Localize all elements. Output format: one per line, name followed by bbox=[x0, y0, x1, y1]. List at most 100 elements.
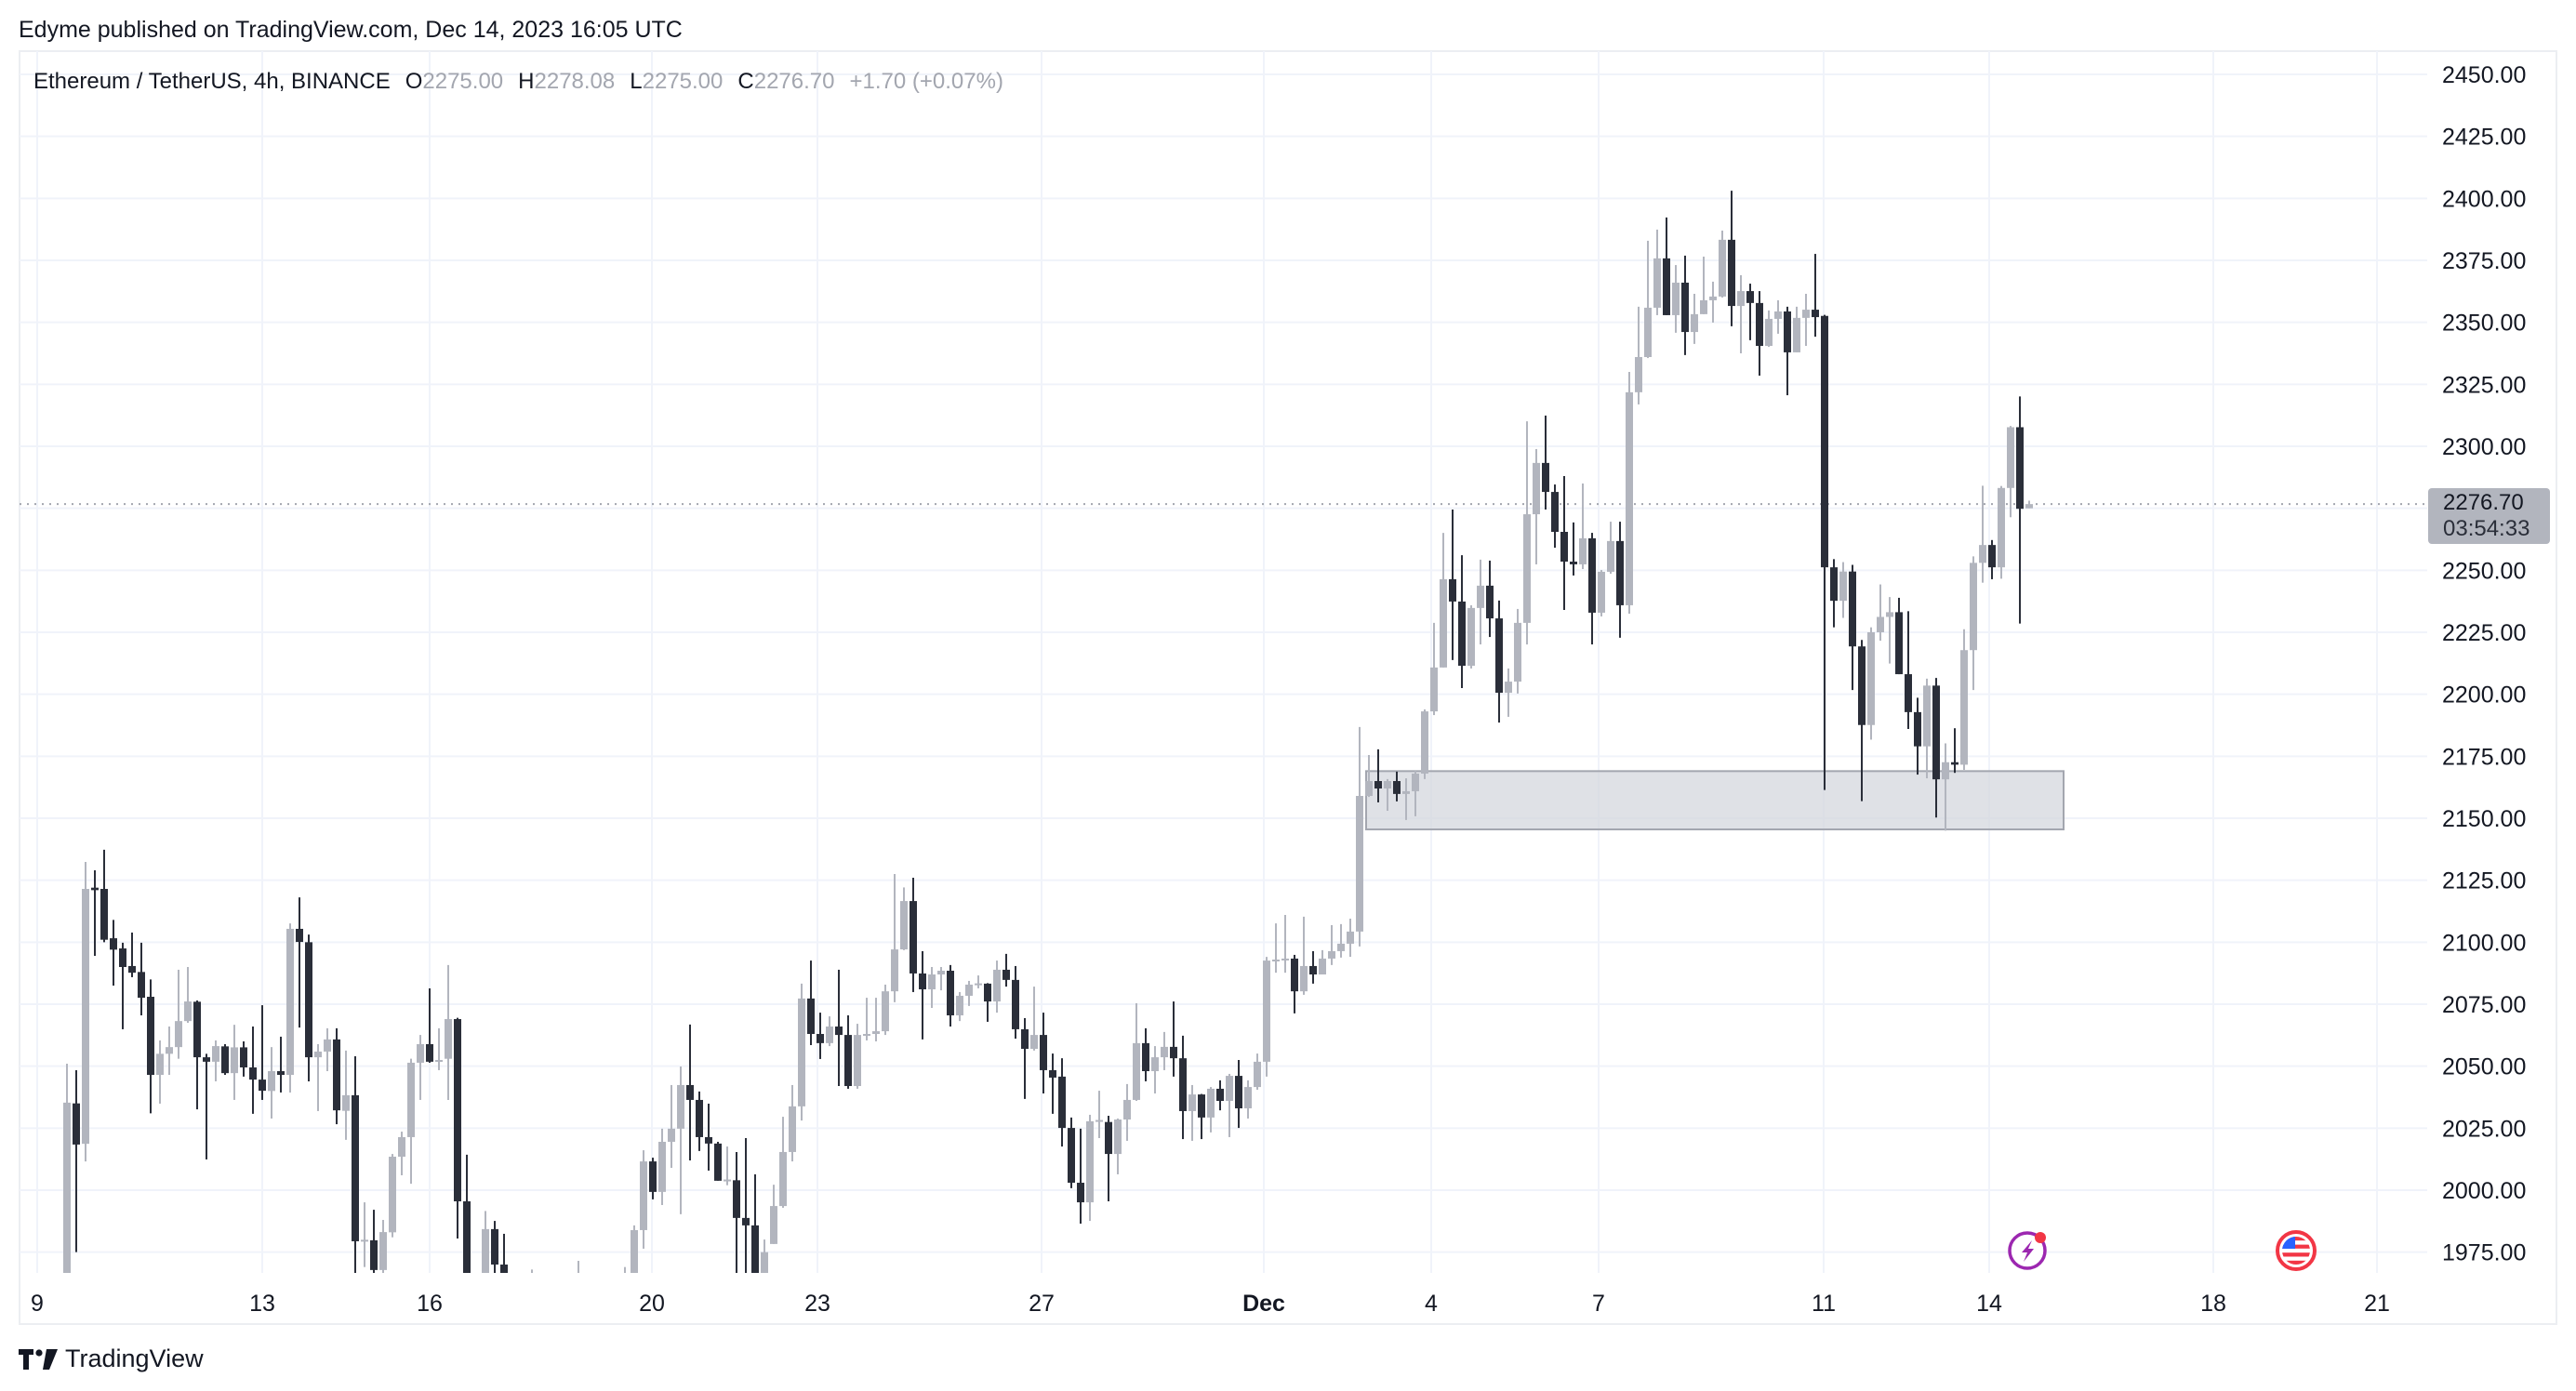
change-value: +1.70 (+0.07%) bbox=[849, 69, 1003, 94]
candle bbox=[212, 1040, 219, 1081]
price-tick-label: 2350.00 bbox=[2442, 311, 2526, 337]
candle bbox=[761, 1239, 768, 1273]
candle bbox=[1226, 1073, 1233, 1137]
demand-zone-rectangle[interactable] bbox=[1365, 770, 2065, 831]
candle bbox=[1514, 608, 1521, 694]
low-label: L bbox=[630, 69, 643, 94]
candle bbox=[1960, 629, 1968, 771]
us-flag-icon[interactable] bbox=[2276, 1230, 2317, 1271]
candle bbox=[1588, 533, 1596, 645]
candle bbox=[426, 987, 433, 1063]
time-tick-label: 13 bbox=[249, 1291, 275, 1317]
close-label: C bbox=[737, 69, 754, 94]
candle bbox=[1374, 748, 1382, 802]
chart-frame bbox=[19, 50, 2557, 1325]
candle bbox=[910, 878, 917, 992]
candle bbox=[175, 969, 182, 1059]
candle bbox=[1198, 1093, 1205, 1140]
price-tick-label: 2200.00 bbox=[2442, 682, 2526, 709]
candle bbox=[1495, 600, 1503, 723]
candle bbox=[1505, 668, 1512, 717]
candle bbox=[472, 1284, 480, 1326]
time-axis[interactable]: 9 13 16 20 23 27 Dec 4 7 11 14 18 21 bbox=[31, 1291, 2390, 1317]
candle bbox=[1970, 556, 1977, 691]
candle bbox=[578, 1261, 579, 1273]
price-tick-label: 2125.00 bbox=[2442, 868, 2526, 894]
event-markers[interactable] bbox=[2008, 1230, 2317, 1271]
candle bbox=[1635, 306, 1642, 404]
candle bbox=[1216, 1080, 1224, 1111]
price-tick-label: 2175.00 bbox=[2442, 744, 2526, 770]
candle bbox=[463, 1154, 471, 1273]
tradingview-footer[interactable]: TradingView bbox=[19, 1345, 204, 1373]
high-value: 2278.08 bbox=[534, 69, 616, 94]
candle bbox=[1095, 1091, 1103, 1139]
candle bbox=[1923, 678, 1931, 779]
time-tick-label: 9 bbox=[31, 1291, 44, 1317]
time-tick-label: 7 bbox=[1592, 1291, 1605, 1317]
candle bbox=[1170, 1001, 1177, 1077]
candle bbox=[240, 1041, 247, 1077]
price-tick-label: 2450.00 bbox=[2442, 62, 2526, 88]
candle bbox=[1458, 555, 1466, 689]
price-axis[interactable]: 2450.00 2425.00 2400.00 2375.00 2350.00 2325.… bbox=[2442, 62, 2526, 1266]
candle bbox=[379, 1220, 387, 1273]
candle bbox=[1402, 778, 1410, 820]
candle bbox=[482, 1211, 489, 1273]
candle bbox=[1942, 743, 1949, 831]
candle bbox=[1877, 584, 1884, 642]
candle bbox=[937, 967, 945, 991]
candle bbox=[742, 1138, 750, 1273]
candle bbox=[677, 1066, 684, 1214]
candle bbox=[407, 1058, 415, 1185]
candle bbox=[1784, 306, 1791, 396]
candle bbox=[1560, 476, 1568, 611]
time-tick-label: 14 bbox=[1976, 1291, 2002, 1317]
candle bbox=[1281, 915, 1289, 974]
candle bbox=[259, 1005, 266, 1100]
candle bbox=[1365, 755, 1373, 798]
candle bbox=[398, 1132, 405, 1176]
candle bbox=[1123, 1083, 1131, 1141]
candle bbox=[128, 932, 136, 977]
candle bbox=[882, 984, 889, 1036]
candle bbox=[1003, 953, 1010, 987]
chart-grid bbox=[20, 51, 2427, 1273]
candle bbox=[1932, 678, 1940, 818]
candle bbox=[1951, 728, 1959, 774]
candle bbox=[1774, 299, 1782, 334]
time-tick-label: 20 bbox=[639, 1291, 665, 1317]
candle bbox=[193, 1000, 201, 1110]
candle bbox=[138, 942, 145, 1016]
price-tick-label: 2075.00 bbox=[2442, 992, 2526, 1018]
candle bbox=[1477, 559, 1484, 645]
candle bbox=[454, 1017, 461, 1239]
candle bbox=[1030, 987, 1038, 1051]
tradingview-logo-icon bbox=[19, 1348, 58, 1370]
time-tick-label: 18 bbox=[2200, 1291, 2226, 1317]
candle bbox=[2025, 500, 2033, 509]
candle bbox=[1309, 950, 1317, 984]
candle bbox=[854, 1024, 861, 1089]
tradingview-brand: TradingView bbox=[65, 1345, 204, 1372]
candle bbox=[928, 967, 936, 1009]
candle bbox=[1142, 1027, 1149, 1081]
time-tick-label: 16 bbox=[417, 1291, 443, 1317]
candles bbox=[63, 191, 2033, 1326]
candle bbox=[1244, 1080, 1252, 1119]
candle bbox=[1235, 1060, 1242, 1129]
candle bbox=[686, 1024, 694, 1161]
zone-rect[interactable] bbox=[1365, 770, 2065, 831]
symbol-title[interactable]: Ethereum / TetherUS, 4h, BINANCE bbox=[33, 69, 391, 94]
candle bbox=[231, 1025, 238, 1100]
candle bbox=[1040, 1013, 1047, 1094]
candle bbox=[352, 1056, 359, 1273]
candle bbox=[1765, 310, 1773, 348]
lightning-icon[interactable] bbox=[2008, 1231, 2047, 1270]
symbol-legend: Ethereum / TetherUS, 4h, BINANCE O 2275.0… bbox=[33, 69, 1003, 95]
price-tick-label: 2250.00 bbox=[2442, 558, 2526, 584]
candle bbox=[531, 1269, 533, 1273]
candle bbox=[1793, 306, 1800, 352]
price-tick-label: 2025.00 bbox=[2442, 1116, 2526, 1142]
